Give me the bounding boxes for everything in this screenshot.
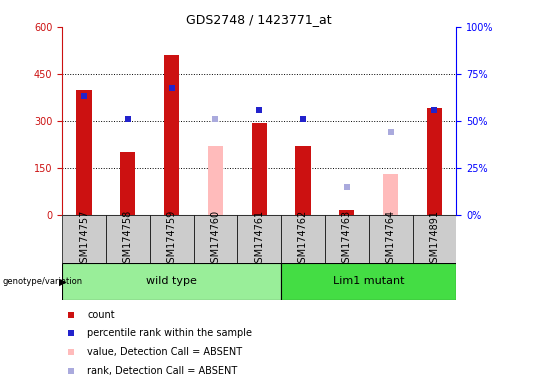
Text: GSM174762: GSM174762 xyxy=(298,209,308,269)
Bar xyxy=(62,215,106,263)
Bar xyxy=(193,215,237,263)
Bar xyxy=(281,263,456,300)
Text: GSM174764: GSM174764 xyxy=(386,210,396,268)
Text: count: count xyxy=(87,310,115,319)
Bar xyxy=(120,152,136,215)
Bar xyxy=(383,174,399,215)
Bar xyxy=(150,215,193,263)
Text: GSM174758: GSM174758 xyxy=(123,209,133,269)
Bar xyxy=(237,215,281,263)
Bar xyxy=(106,215,150,263)
Bar xyxy=(208,146,223,215)
Bar xyxy=(427,108,442,215)
Text: GSM174891: GSM174891 xyxy=(429,210,440,268)
Text: Lim1 mutant: Lim1 mutant xyxy=(333,276,404,286)
Bar xyxy=(76,89,92,215)
Text: value, Detection Call = ABSENT: value, Detection Call = ABSENT xyxy=(87,347,242,357)
Text: genotype/variation: genotype/variation xyxy=(3,277,83,286)
Text: wild type: wild type xyxy=(146,276,197,286)
Text: GSM174759: GSM174759 xyxy=(167,209,177,269)
Bar xyxy=(413,215,456,263)
Text: rank, Detection Call = ABSENT: rank, Detection Call = ABSENT xyxy=(87,366,238,376)
Bar xyxy=(252,122,267,215)
Title: GDS2748 / 1423771_at: GDS2748 / 1423771_at xyxy=(186,13,332,26)
Text: GSM174763: GSM174763 xyxy=(342,210,352,268)
Bar xyxy=(339,210,354,215)
Bar xyxy=(164,55,179,215)
Bar xyxy=(325,215,369,263)
Text: ▶: ▶ xyxy=(59,276,67,286)
Bar xyxy=(369,215,413,263)
Bar xyxy=(295,146,310,215)
Text: percentile rank within the sample: percentile rank within the sample xyxy=(87,328,252,338)
Text: GSM174760: GSM174760 xyxy=(211,210,220,268)
Text: GSM174761: GSM174761 xyxy=(254,210,264,268)
Bar xyxy=(62,263,281,300)
Text: GSM174757: GSM174757 xyxy=(79,209,89,269)
Bar xyxy=(281,215,325,263)
